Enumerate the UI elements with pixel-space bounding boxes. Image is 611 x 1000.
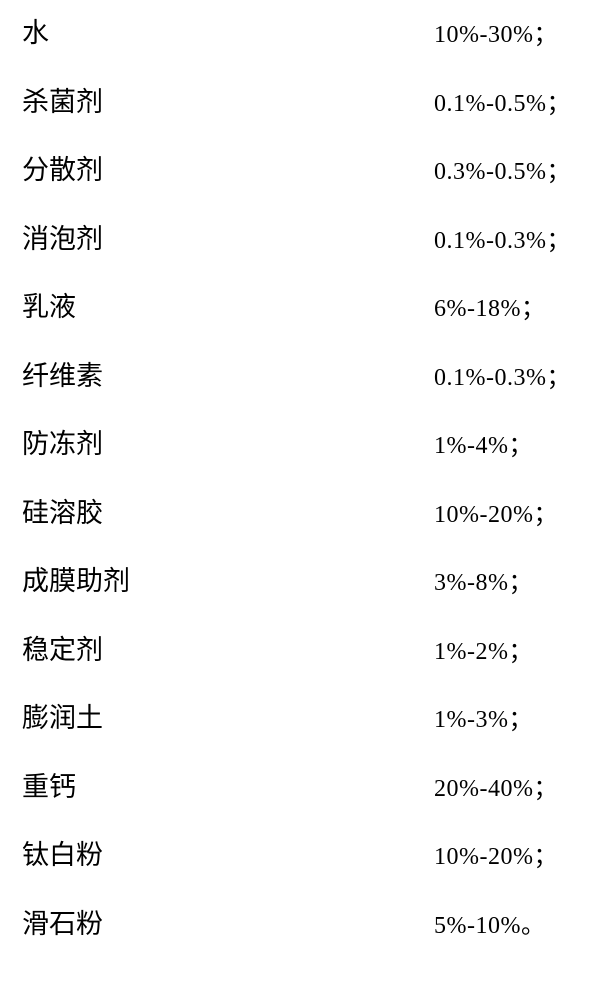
- ingredient-label: 杀菌剂: [22, 89, 434, 116]
- ingredient-label: 水: [22, 20, 434, 47]
- ingredient-label: 乳液: [22, 294, 434, 321]
- ingredient-label: 分散剂: [22, 157, 434, 184]
- table-row: 纤维素 0.1%-0.3%；: [22, 363, 593, 432]
- ingredient-value: 1%-4%；: [434, 434, 533, 458]
- table-row: 滑石粉 5%-10%。: [22, 911, 593, 980]
- composition-table: 水 10%-30%； 杀菌剂 0.1%-0.5%； 分散剂 0.3%-0.5%；…: [0, 0, 611, 1000]
- table-row: 稳定剂 1%-2%；: [22, 637, 593, 706]
- table-row: 重钙 20%-40%；: [22, 774, 593, 843]
- ingredient-value: 5%-10%。: [434, 914, 545, 938]
- table-row: 膨润土 1%-3%；: [22, 705, 593, 774]
- ingredient-value: 20%-40%；: [434, 777, 558, 801]
- table-row: 防冻剂 1%-4%；: [22, 431, 593, 500]
- ingredient-value: 10%-20%；: [434, 845, 558, 869]
- table-row: 钛白粉 10%-20%；: [22, 842, 593, 911]
- ingredient-value: 3%-8%；: [434, 571, 533, 595]
- table-row: 消泡剂 0.1%-0.3%；: [22, 226, 593, 295]
- ingredient-value: 0.1%-0.5%；: [434, 92, 571, 116]
- ingredient-label: 稳定剂: [22, 637, 434, 664]
- ingredient-label: 成膜助剂: [22, 568, 434, 595]
- table-row: 水 10%-30%；: [22, 20, 593, 89]
- table-row: 乳液 6%-18%；: [22, 294, 593, 363]
- ingredient-value: 0.1%-0.3%；: [434, 366, 571, 390]
- ingredient-label: 纤维素: [22, 363, 434, 390]
- ingredient-value: 0.1%-0.3%；: [434, 229, 571, 253]
- ingredient-value: 1%-3%；: [434, 708, 533, 732]
- ingredient-value: 10%-30%；: [434, 23, 558, 47]
- table-row: 分散剂 0.3%-0.5%；: [22, 157, 593, 226]
- ingredient-label: 消泡剂: [22, 226, 434, 253]
- ingredient-label: 硅溶胶: [22, 500, 434, 527]
- ingredient-value: 1%-2%；: [434, 640, 533, 664]
- ingredient-label: 膨润土: [22, 705, 434, 732]
- ingredient-value: 6%-18%；: [434, 297, 545, 321]
- ingredient-label: 钛白粉: [22, 842, 434, 869]
- table-row: 硅溶胶 10%-20%；: [22, 500, 593, 569]
- table-row: 成膜助剂 3%-8%；: [22, 568, 593, 637]
- ingredient-label: 防冻剂: [22, 431, 434, 458]
- ingredient-label: 重钙: [22, 774, 434, 801]
- ingredient-label: 滑石粉: [22, 911, 434, 938]
- table-row: 杀菌剂 0.1%-0.5%；: [22, 89, 593, 158]
- ingredient-value: 0.3%-0.5%；: [434, 160, 571, 184]
- ingredient-value: 10%-20%；: [434, 503, 558, 527]
